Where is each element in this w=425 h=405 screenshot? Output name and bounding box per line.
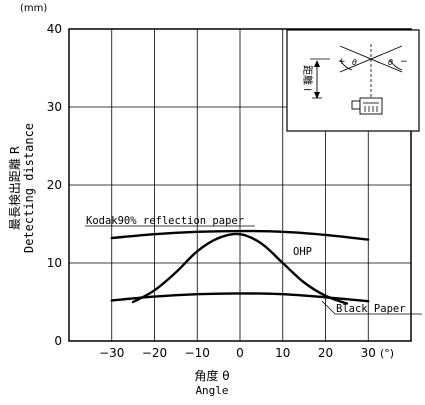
x-tick-label: −10 (185, 346, 210, 360)
label-ohp: OHP (293, 246, 312, 258)
x-tick-label: −20 (142, 346, 167, 360)
inset-arrow-head-top (314, 60, 320, 67)
inset-arc-left (339, 59, 353, 71)
x-axis-title-en: Angle (195, 384, 228, 397)
label-kodak: Kodak90% reflection paper (86, 215, 244, 227)
inset-theta-right: θ (388, 58, 393, 67)
inset-sensor-lens (351, 100, 361, 110)
y-tick-label: 40 (47, 22, 62, 36)
inset-theta-left: θ (352, 58, 357, 67)
x-axis-title-jp: 角度 θ (194, 368, 229, 383)
y-tick-label: 10 (47, 256, 62, 270)
inset-minus: − (400, 57, 408, 67)
inset-distance-label: 距離 l (301, 65, 314, 91)
series-lines (110, 229, 370, 305)
x-tick-label: 20 (318, 346, 333, 360)
plot-frame (68, 28, 412, 342)
series-black-paper-line (110, 292, 370, 303)
label-black-leader (321, 300, 336, 315)
x-tick-label: −30 (99, 346, 124, 360)
inset-arrow-head-bottom (314, 92, 320, 99)
y-tick-label: 0 (54, 334, 62, 348)
y-axis-title-en: Detecting distance (22, 123, 36, 253)
y-tick-label: 30 (47, 100, 62, 114)
x-tick-label: 30 (361, 346, 376, 360)
inset-plus: + (338, 57, 346, 67)
y-unit-label: (mm) (20, 3, 47, 14)
series-ohp-line (131, 232, 349, 305)
inset-arc-right (389, 59, 403, 71)
inset-frame (286, 29, 420, 132)
x-tick-label: 0 (236, 346, 244, 360)
inset-diagram: + − θ θ 距離 l (286, 29, 420, 132)
x-tick-label: 10 (275, 346, 290, 360)
y-axis-title-jp: 最長検出距離 R (8, 146, 22, 230)
tick-labels: −30 −20 −10 0 10 20 30 0 10 20 30 40 (47, 22, 376, 360)
inset-sensor-body (359, 97, 383, 115)
label-black-paper: Black Paper (336, 303, 406, 315)
series-kodak-line (110, 229, 370, 241)
x-unit-label: (°) (380, 347, 394, 360)
y-tick-label: 20 (47, 178, 62, 192)
